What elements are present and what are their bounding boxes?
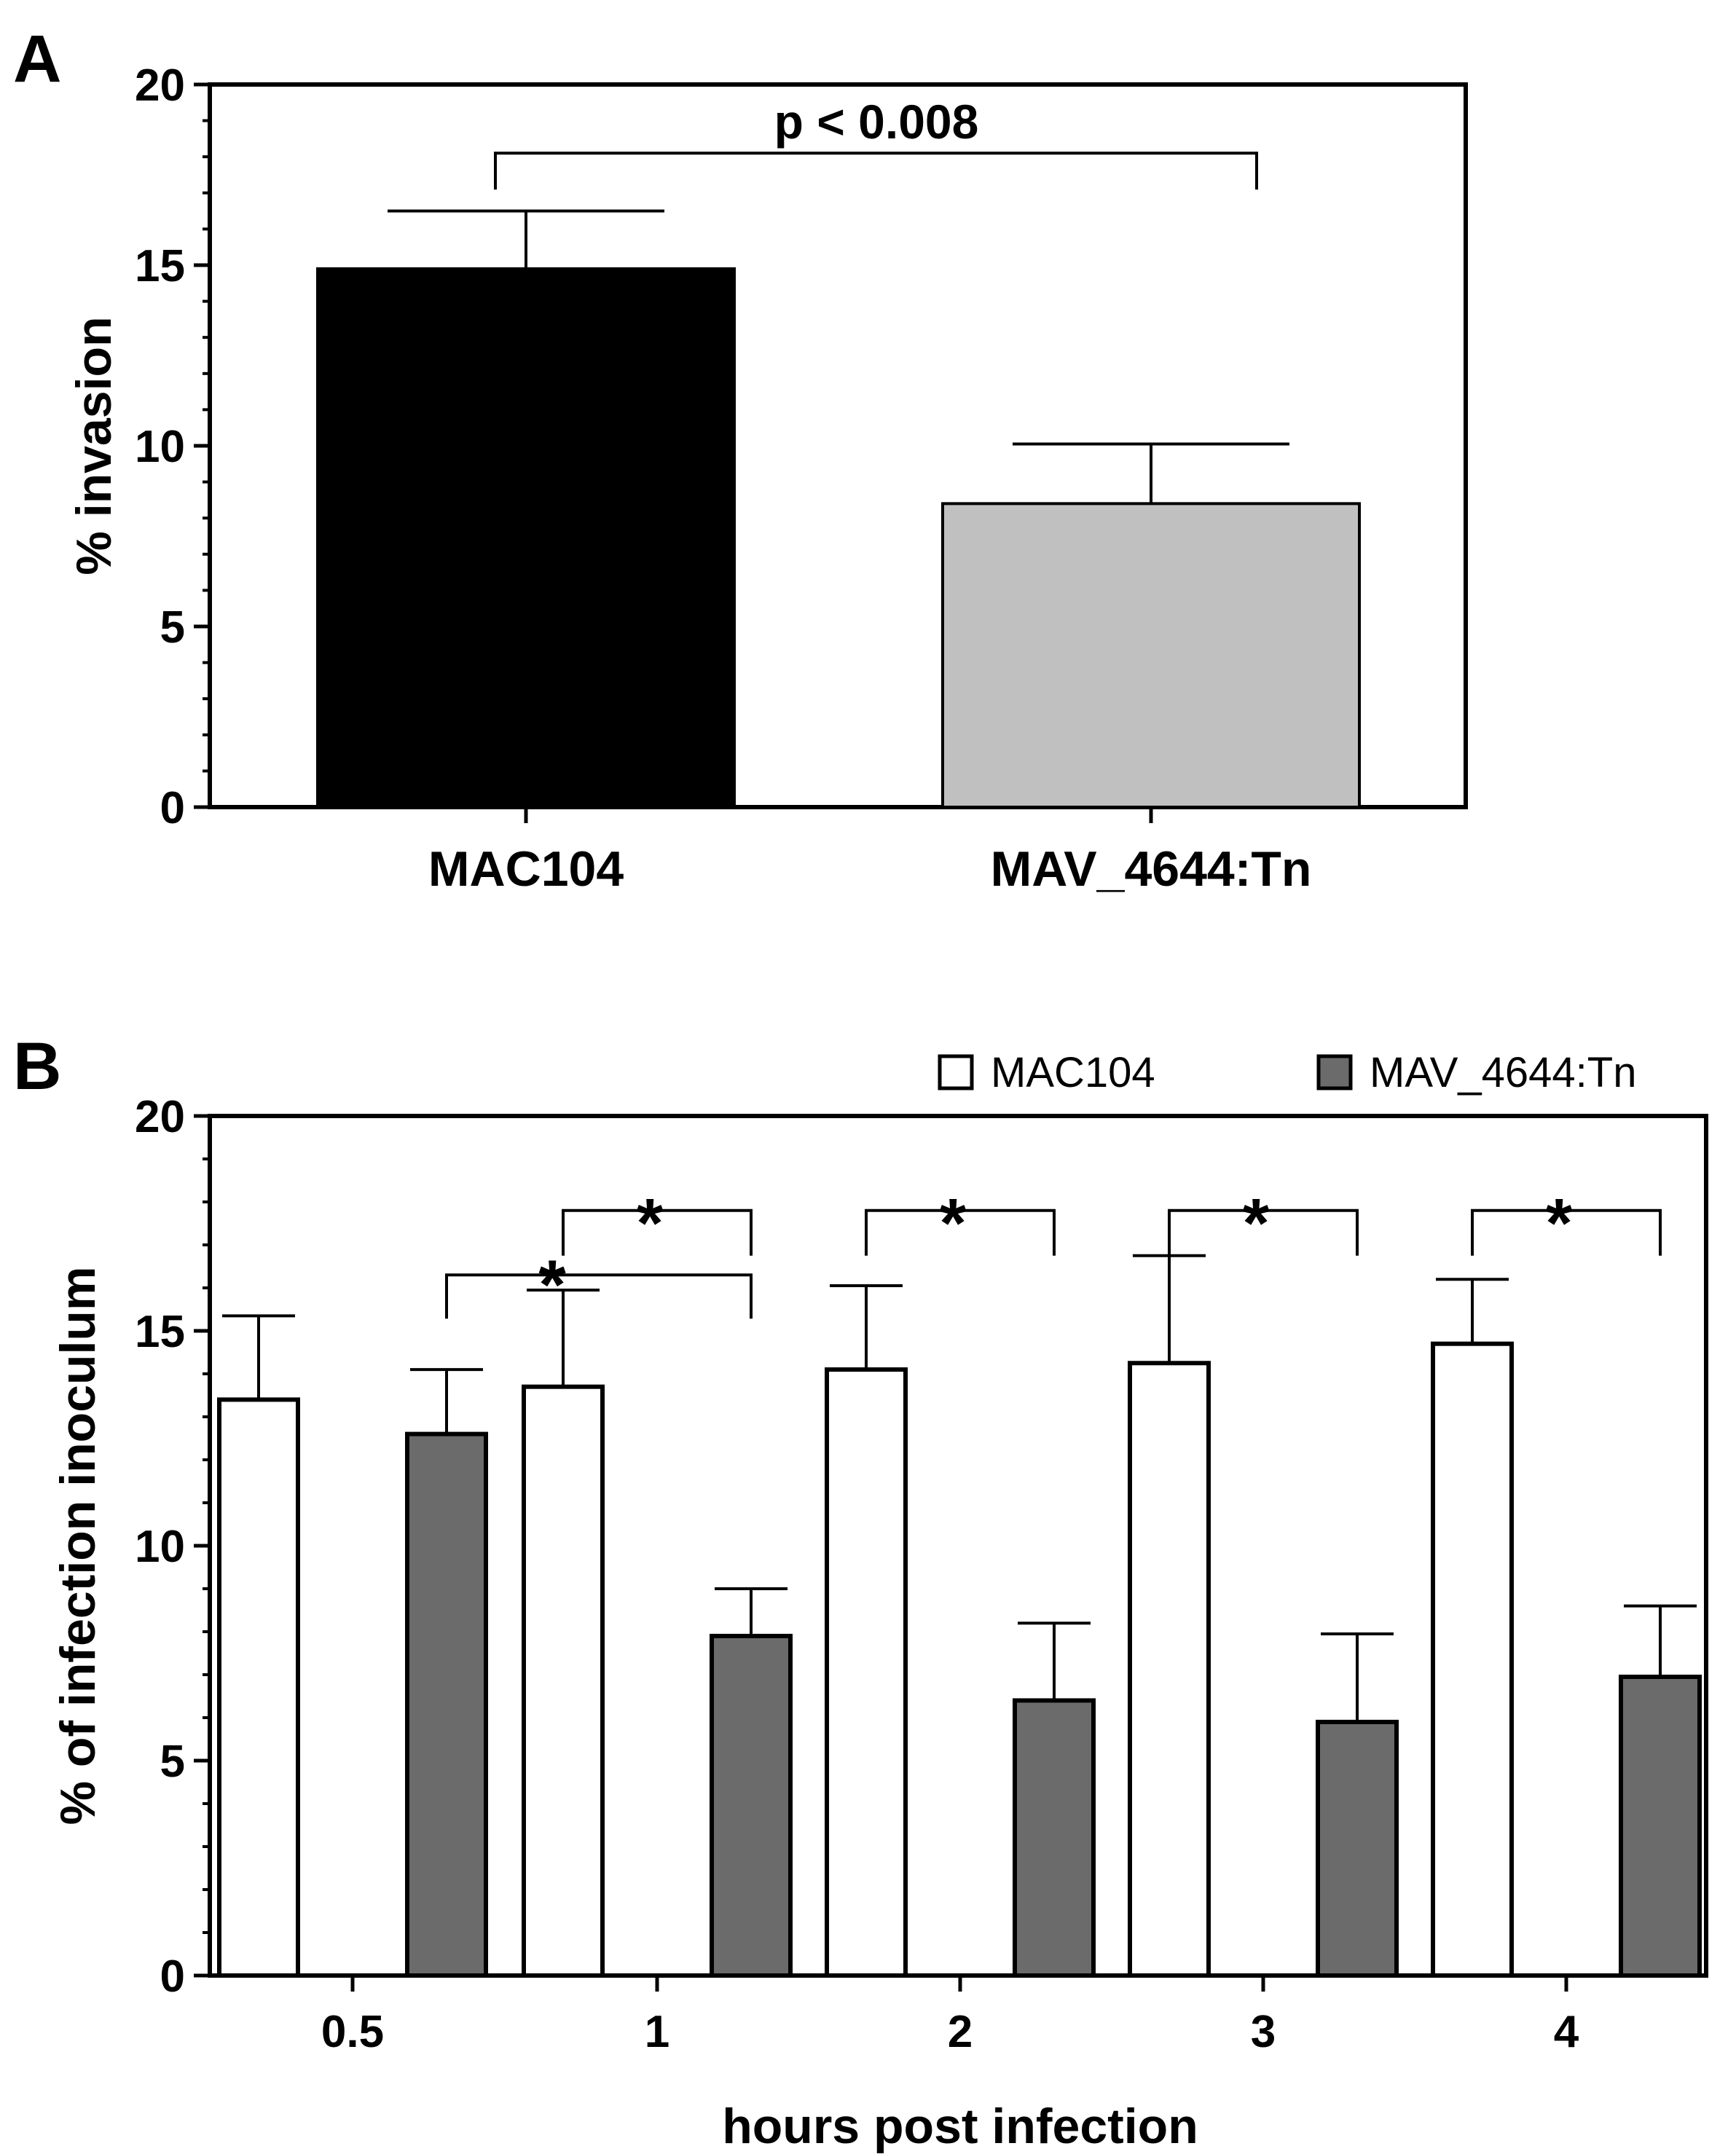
- bar-mac104-4h: [1431, 1341, 1514, 1978]
- y-tick-label-15: 15: [135, 1307, 185, 1357]
- significance-star: *: [1242, 1184, 1270, 1262]
- x-tick-label-mac104: MAC104: [428, 841, 624, 897]
- significance-star: *: [636, 1184, 664, 1262]
- x-tick-label-1: 1: [645, 2007, 669, 2057]
- bar-mac104-0-5h: [217, 1397, 300, 1978]
- significance-star: *: [1545, 1184, 1573, 1262]
- bar-mav-4644-tn-3h: [1316, 1719, 1399, 1978]
- p-value-label: p < 0.008: [774, 95, 979, 149]
- y-tick-label-10: 10: [135, 1522, 185, 1572]
- significance-bracket: [445, 1273, 753, 1319]
- y-axis-title: % invasion: [66, 316, 122, 575]
- y-tick-label-5: 5: [160, 602, 185, 653]
- y-axis-title: % of infection inoculum: [50, 1267, 106, 1825]
- bar-mac104-1h: [522, 1384, 605, 1978]
- x-axis-title: hours post infection: [722, 2099, 1198, 2154]
- chart-a: 0 5 10 15 20 % invasion MAC104 MAV_4644:Tn p < 0…: [66, 60, 1468, 897]
- significance-bracket: [562, 1208, 753, 1256]
- y-tick-label-20: 20: [135, 60, 185, 111]
- bar-mav-4644-tn-1h: [710, 1633, 793, 1978]
- bar-mac104-2h: [825, 1367, 908, 1978]
- x-tick-label-2: 2: [948, 2007, 973, 2057]
- bar-mav-4644-tn: [941, 502, 1361, 809]
- significance-bracket: [1471, 1208, 1662, 1256]
- bar-mav-4644-tn-2h: [1013, 1698, 1096, 1978]
- bar-mav-4644-tn-0-5h: [405, 1431, 488, 1978]
- x-tick-label-0-5: 0.5: [321, 2007, 384, 2057]
- bar-mac104: [316, 267, 736, 809]
- panel-a-letter: A: [13, 22, 61, 96]
- y-tick-label-0: 0: [160, 1951, 185, 2002]
- legend-label-mav-4644-tn: MAV_4644:Tn: [1370, 1049, 1636, 1096]
- significance-star: *: [538, 1246, 566, 1324]
- legend-label-mac104: MAC104: [991, 1049, 1155, 1096]
- chart-b: 0 5 10 15 20 % of infection inoculum 0.5 1 2 3 4 ho…: [50, 1049, 1708, 2154]
- significance-bracket: [494, 152, 1258, 190]
- bar-mac104-3h: [1128, 1361, 1211, 1978]
- significance-bracket: [1168, 1208, 1359, 1256]
- legend-swatch-mac104: [938, 1054, 974, 1090]
- legend-swatch-mav-4644-tn: [1316, 1054, 1353, 1090]
- x-tick-label-4: 4: [1554, 2007, 1579, 2057]
- bar-mav-4644-tn-4h: [1619, 1674, 1702, 1978]
- significance-bracket: [865, 1208, 1056, 1256]
- x-tick-label-mav-4644-tn: MAV_4644:Tn: [991, 841, 1312, 897]
- significance-star: *: [939, 1184, 967, 1262]
- y-tick-label-5: 5: [160, 1737, 185, 1787]
- x-tick-label-3: 3: [1251, 2007, 1276, 2057]
- y-tick-label-0: 0: [160, 783, 185, 833]
- y-tick-label-20: 20: [135, 1092, 185, 1142]
- y-tick-label-15: 15: [135, 241, 185, 291]
- y-tick-label-10: 10: [135, 422, 185, 472]
- panel-b-letter: B: [13, 1029, 61, 1104]
